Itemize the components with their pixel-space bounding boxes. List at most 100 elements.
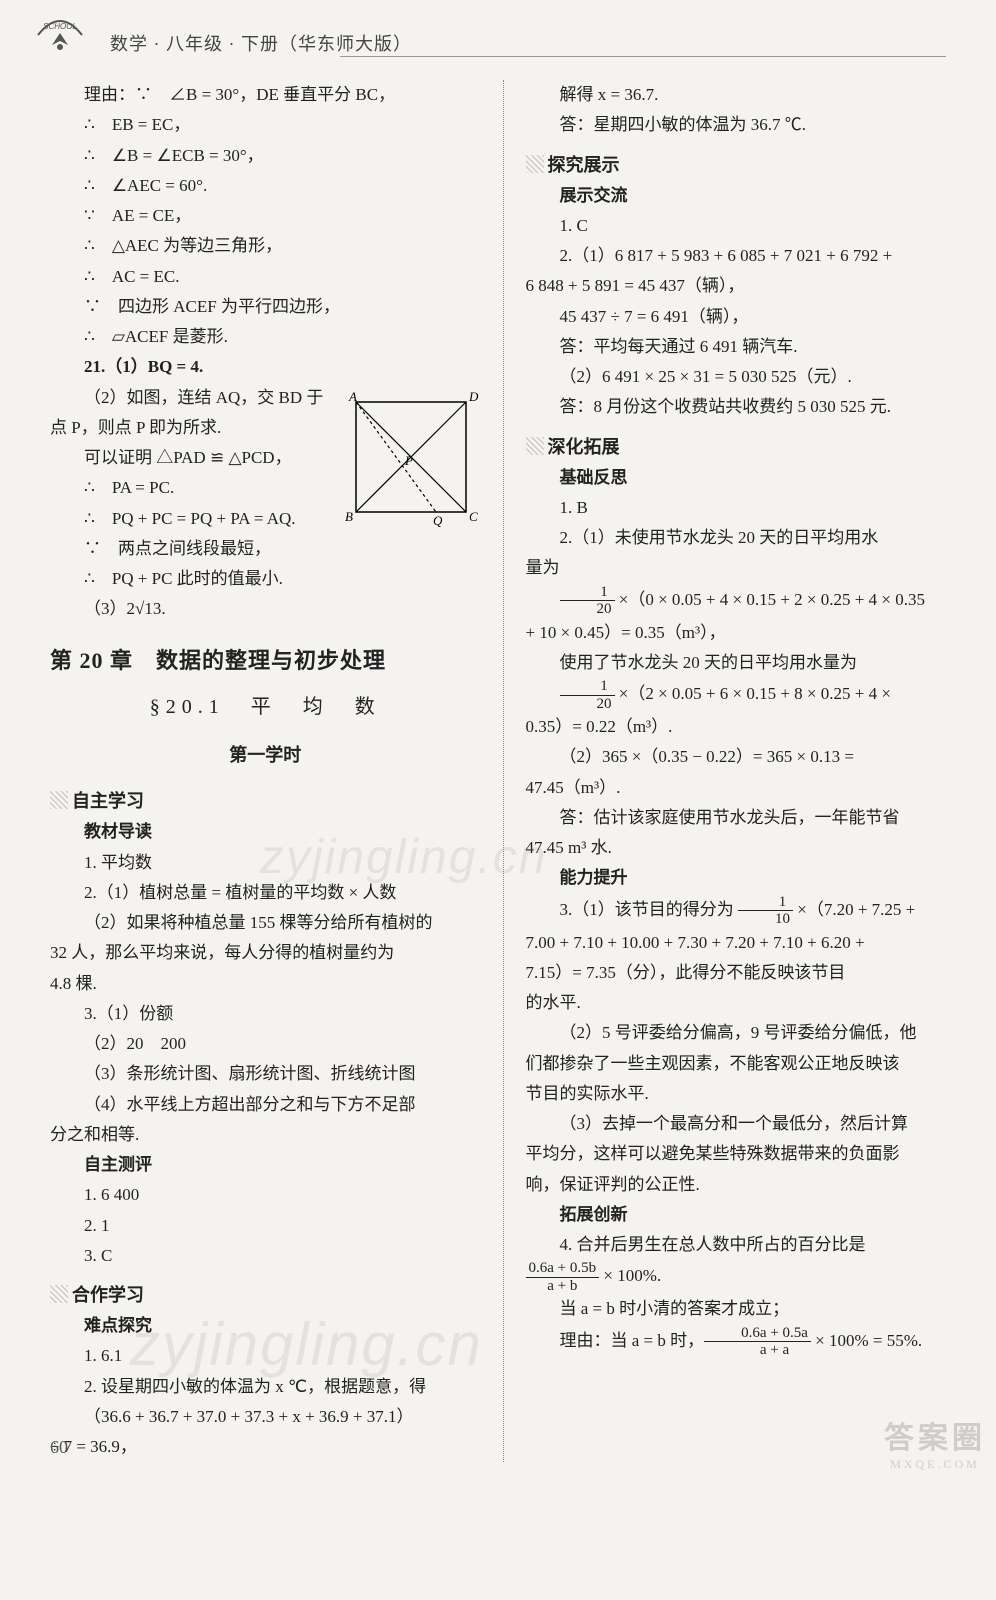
- text-line: 6 848 + 5 891 = 45 437（辆），: [526, 271, 957, 301]
- svg-text:A: A: [348, 389, 357, 404]
- fraction: 120: [560, 584, 615, 618]
- text-line: 0.6a + 0.5ba + b × 100%.: [526, 1260, 957, 1294]
- svg-text:Q: Q: [433, 513, 443, 527]
- text-line: 答：8 月份这个收费站共收费约 5 030 525 元.: [526, 392, 957, 422]
- text-line: 47.45（m³）.: [526, 773, 957, 803]
- text-line: 2.（1）6 817 + 5 983 + 6 085 + 7 021 + 6 7…: [526, 241, 957, 271]
- text-line: + 10 × 0.45）= 0.35（m³），: [526, 618, 957, 648]
- sub-heading: 能力提升: [526, 863, 957, 893]
- fraction: 0.6a + 0.5ba + b: [526, 1260, 600, 1294]
- block-heading: 深化拓展: [526, 431, 957, 463]
- text-line: 答：估计该家庭使用节水龙头后，一年能节省: [526, 803, 957, 833]
- text-line: 理由：∵ ∠B = 30°，DE 垂直平分 BC，: [50, 80, 481, 110]
- text-line: 2.（1）植树总量 = 植树量的平均数 × 人数: [50, 878, 481, 908]
- lesson-title: 第一学时: [50, 739, 481, 771]
- column-divider: [503, 80, 504, 1462]
- right-column: 解得 x = 36.7. 答：星期四小敏的体温为 36.7 ℃. 探究展示 展示…: [526, 80, 957, 1462]
- text-line: ∵ AE = CE，: [50, 201, 481, 231]
- page-container: SCHOOL 数学 · 八年级 · 下册（华东师大版） 理由：∵ ∠B = 30…: [0, 0, 996, 1482]
- svg-text:B: B: [345, 509, 353, 524]
- text-line: 7.00 + 7.10 + 10.00 + 7.30 + 7.20 + 7.10…: [526, 928, 957, 958]
- text-line: ∵ 两点之间线段最短，: [50, 534, 481, 564]
- text-line: （2）如果将种植总量 155 棵等分给所有植树的: [50, 908, 481, 938]
- svg-text:C: C: [469, 509, 478, 524]
- text-line: ∴ AC = EC.: [50, 262, 481, 292]
- text-line: 们都掺杂了一些主观因素，不能客观公正地反映该: [526, 1049, 957, 1079]
- text-line: 32 人，那么平均来说，每人分得的植树量约为: [50, 938, 481, 968]
- geometry-figure: A D B C Q P: [341, 387, 481, 527]
- hatch-icon: [50, 791, 68, 809]
- text-line: 量为: [526, 553, 957, 583]
- fraction: 120: [560, 678, 615, 712]
- text-line: 节目的实际水平.: [526, 1079, 957, 1109]
- text-line: 120 ×（0 × 0.05 + 4 × 0.15 + 2 × 0.25 + 4…: [526, 584, 957, 618]
- text-line: （36.6 + 36.7 + 37.0 + 37.3 + x + 36.9 + …: [50, 1402, 481, 1432]
- text-line: 使用了节水龙头 20 天的日平均用水量为: [526, 648, 957, 678]
- page-header: 数学 · 八年级 · 下册（华东师大版）: [110, 30, 956, 62]
- text-line: 120 ×（2 × 0.05 + 6 × 0.15 + 8 × 0.25 + 4…: [526, 678, 957, 712]
- section-title: §20.1 平 均 数: [50, 690, 481, 726]
- sub-heading: 基础反思: [526, 463, 957, 493]
- sub-heading: 拓展创新: [526, 1200, 957, 1230]
- fraction: 0.6a + 0.5aa + a: [704, 1325, 811, 1359]
- text-line: 答：平均每天通过 6 491 辆汽车.: [526, 332, 957, 362]
- sub-heading: 难点探究: [50, 1311, 481, 1341]
- text-line: 2. 1: [50, 1211, 481, 1241]
- text-line: 分之和相等.: [50, 1120, 481, 1150]
- text-line: 3.（1）该节目的得分为 110 ×（7.20 + 7.25 +: [526, 894, 957, 928]
- chapter-title: 第 20 章 数据的整理与初步处理: [50, 641, 481, 680]
- block-heading: 自主学习: [50, 785, 481, 817]
- text-line: 解得 x = 36.7.: [526, 80, 957, 110]
- hatch-icon: [50, 1285, 68, 1303]
- text-line: 的水平.: [526, 988, 957, 1018]
- block-heading: 探究展示: [526, 149, 957, 181]
- text-line: 3. C: [50, 1241, 481, 1271]
- text-line: 答：星期四小敏的体温为 36.7 ℃.: [526, 110, 957, 140]
- text-line: 1. B: [526, 493, 957, 523]
- text-line: 2.（1）未使用节水龙头 20 天的日平均用水: [526, 523, 957, 553]
- text-line: 1. 6 400: [50, 1180, 481, 1210]
- badge-subtitle: MXQE.COM: [884, 1457, 986, 1472]
- hatch-icon: [526, 437, 544, 455]
- text-line: 平均分，这样可以避免某些特殊数据带来的负面影: [526, 1139, 957, 1169]
- svg-text:P: P: [404, 453, 413, 468]
- text-line: （2）6 491 × 25 × 31 = 5 030 525（元）.: [526, 362, 957, 392]
- text-line: （2）365 ×（0.35 − 0.22）= 365 × 0.13 =: [526, 742, 957, 772]
- text-line: （2）20 200: [50, 1029, 481, 1059]
- text-line: ÷ 7 = 36.9，: [50, 1432, 481, 1462]
- text-line: 4. 合并后男生在总人数中所占的百分比是: [526, 1230, 957, 1260]
- text-line: ∴ ▱ACEF 是菱形.: [50, 322, 481, 352]
- text-line: 0.35）= 0.22（m³）.: [526, 712, 957, 742]
- school-logo-icon: SCHOOL: [30, 15, 90, 55]
- text-line: ∵ 四边形 ACEF 为平行四边形，: [50, 292, 481, 322]
- text-line: 1. 6.1: [50, 1341, 481, 1371]
- text-line: 45 437 ÷ 7 = 6 491（辆），: [526, 302, 957, 332]
- text-line: ∴ △AEC 为等边三角形，: [50, 231, 481, 261]
- text-line: （3）2√13.: [50, 594, 481, 624]
- text-line: 当 a = b 时小清的答案才成立；: [526, 1294, 957, 1324]
- text-line: ∴ PQ + PC 此时的值最小.: [50, 564, 481, 594]
- text-line: 理由：当 a = b 时，0.6a + 0.5aa + a × 100% = 5…: [526, 1325, 957, 1359]
- text-line: （3）去掉一个最高分和一个最低分，然后计算: [526, 1109, 957, 1139]
- text-line: 4.8 棵.: [50, 969, 481, 999]
- left-column: 理由：∵ ∠B = 30°，DE 垂直平分 BC， ∴ EB = EC， ∴ ∠…: [50, 80, 481, 1462]
- text-line: 21.（1）BQ = 4.: [50, 352, 481, 382]
- svg-text:SCHOOL: SCHOOL: [43, 22, 77, 31]
- badge-title: 答案圈: [884, 1413, 986, 1457]
- svg-text:D: D: [468, 389, 479, 404]
- block-heading: 合作学习: [50, 1279, 481, 1311]
- sub-heading: 展示交流: [526, 181, 957, 211]
- text-line: （3）条形统计图、扇形统计图、折线统计图: [50, 1059, 481, 1089]
- text-line: 2. 设星期四小敏的体温为 x ℃，根据题意，得: [50, 1372, 481, 1402]
- text-line: 响，保证评判的公正性.: [526, 1170, 957, 1200]
- page-number: 60: [50, 1437, 68, 1458]
- text-line: 1. C: [526, 211, 957, 241]
- corner-badge: 答案圈 MXQE.COM: [884, 1413, 986, 1472]
- text-line: ∴ ∠B = ∠ECB = 30°，: [50, 141, 481, 171]
- text-line: 1. 平均数: [50, 848, 481, 878]
- text-line: ∴ EB = EC，: [50, 110, 481, 140]
- text-line: ∴ ∠AEC = 60°.: [50, 171, 481, 201]
- text-line: 3.（1）份额: [50, 999, 481, 1029]
- fraction: 110: [738, 894, 793, 928]
- text-line: 47.45 m³ 水.: [526, 833, 957, 863]
